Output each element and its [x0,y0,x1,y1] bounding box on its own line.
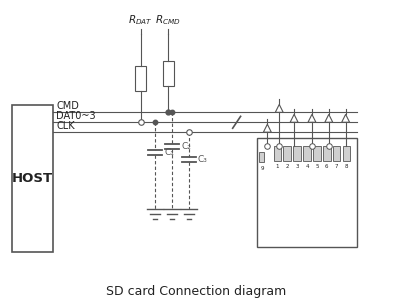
Bar [303,146,311,161]
Bar [12,105,53,252]
Text: 2: 2 [285,164,289,169]
Text: CMD: CMD [56,101,79,111]
Text: SD card Connection diagram: SD card Connection diagram [106,285,286,298]
Bar [343,146,350,161]
Text: 3: 3 [295,164,299,169]
Bar [283,146,291,161]
Bar [259,152,264,162]
Text: 6: 6 [325,164,329,169]
Bar [313,146,321,161]
Text: 9: 9 [260,166,264,171]
Text: 4: 4 [305,164,309,169]
Bar [323,146,331,161]
Bar [135,66,146,91]
Text: CLK: CLK [56,121,75,131]
Text: 7: 7 [335,164,338,169]
Bar [163,61,174,86]
Bar [257,138,356,247]
Text: 1: 1 [275,164,279,169]
Text: C₁: C₁ [164,148,174,157]
Text: HOST: HOST [12,172,53,185]
Bar [333,146,340,161]
Text: $R_{CMD}$: $R_{CMD}$ [155,13,181,27]
Text: 8: 8 [345,164,348,169]
Text: C₃: C₃ [198,155,208,164]
Text: $R_{DAT}$: $R_{DAT}$ [128,13,153,27]
Text: C₂: C₂ [181,142,191,151]
Text: DAT0~3: DAT0~3 [56,111,96,121]
Bar [274,146,281,161]
Text: 5: 5 [315,164,319,169]
Bar [293,146,301,161]
